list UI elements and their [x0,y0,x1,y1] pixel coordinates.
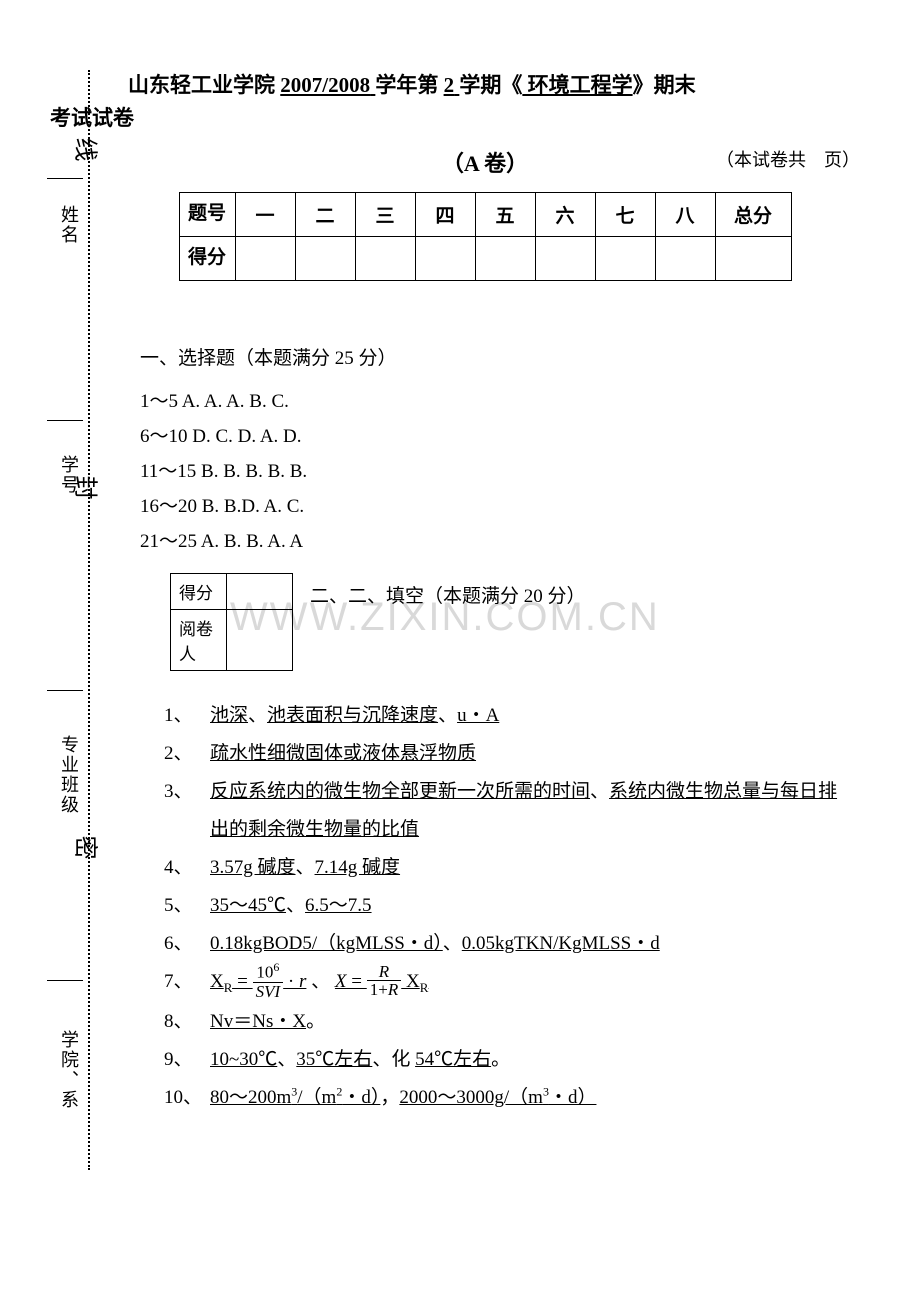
grader-mini-table: 得分 阅卷人 [170,573,293,671]
score-cell [415,236,475,280]
paper-variant: （A 卷） [442,146,528,178]
course-name: 环境工程学 [522,73,632,97]
col-3: 三 [355,192,415,236]
fill-item: 3、反应系统内的微生物全部更新一次所需的时间、系统内微生物总量与每日排 [164,773,860,811]
fill-item: 10、80～200m3/（m2・d），2000～3000g/（m3・d） [164,1079,860,1117]
margin-char-mi: 密 [71,836,106,860]
margin-char-xian: 线 [71,138,106,162]
exam-title-line1: 山东轻工业学院 2007/2008 学年第 2 学期《 环境工程学》期末 [110,70,860,102]
item-body: 反应系统内的微生物全部更新一次所需的时间、系统内微生物总量与每日排 [210,781,837,802]
item-number: 7、 [164,963,210,1001]
fill-item: 1、池深、池表面积与沉降速度、u・A [164,697,860,735]
mini-score-label: 得分 [171,574,227,610]
section2-title: 二、二、填空（本题满分 20 分） [310,559,860,608]
binding-dotted-line [88,70,90,1170]
fill-item: 出的剩余微生物量的比值 [164,811,860,849]
score-cell [595,236,655,280]
col-8: 八 [655,192,715,236]
score-header-qnum: 题号 [179,192,235,236]
mini-score-val [227,574,293,610]
col-5: 五 [475,192,535,236]
item-number: 9、 [164,1041,210,1079]
item-body: 0.18kgBOD5/（kgMLSS・d）、0.05kgTKN/KgMLSS・d [210,933,660,954]
item-body: 10~30℃、35℃左右、化 54℃左右。 [210,1049,510,1070]
margin-line-3 [47,690,83,691]
margin-line-1 [47,178,83,179]
margin-line-2 [47,420,83,421]
answers-16-20: 16～20 B. B.D. A. C. [140,489,860,524]
margin-label-dept: 学院、系 [56,1030,82,1110]
item-number: 3、 [164,773,210,811]
item-body: 35～45℃、6.5～7.5 [210,895,372,916]
margin-label-class: 专业班级 [56,735,82,815]
item-number: 8、 [164,1003,210,1041]
item-number: 4、 [164,849,210,887]
fill-item: 6、0.18kgBOD5/（kgMLSS・d）、0.05kgTKN/KgMLSS… [164,925,860,963]
fill-blank-list: 1、池深、池表面积与沉降速度、u・A2、疏水性细微固体或液体悬浮物质3、反应系统… [164,697,860,1116]
score-cell [295,236,355,280]
margin-line-4 [47,980,83,981]
score-cell [655,236,715,280]
mini-grader-val [227,610,293,671]
item-body: Nv＝Ns・X。 [210,1011,325,1032]
item-body: 80～200m3/（m2・d），2000～3000g/（m3・d） [210,1087,596,1108]
col-4: 四 [415,192,475,236]
fill-item: 5、35～45℃、6.5～7.5 [164,887,860,925]
item-number: 2、 [164,735,210,773]
school-name: 山东轻工业学院 [128,73,275,97]
margin-label-id: 学号 [56,455,82,495]
answers-21-25: 21～25 A. B. B. A. A [140,524,860,559]
page-count-label: （本试卷共 页） [716,146,860,172]
course-suffix: 》期末 [633,73,696,97]
item-number: 1、 [164,697,210,735]
fill-item: 8、Nv＝Ns・X。 [164,1003,860,1041]
section1-title: 一、选择题（本题满分 25 分） [140,343,860,370]
fill-item: 9、10~30℃、35℃左右、化 54℃左右。 [164,1041,860,1079]
col-2: 二 [295,192,355,236]
score-cell [235,236,295,280]
academic-year: 2007/2008 [280,73,375,97]
score-cell [715,236,791,280]
item-body: 3.57g 碱度、7.14g 碱度 [210,857,400,878]
sem-suffix: 学期《 [459,73,522,97]
semester: 2 [444,73,460,97]
item-number: 5、 [164,887,210,925]
col-7: 七 [595,192,655,236]
mini-grader-label: 阅卷人 [171,610,227,671]
year-suffix: 学年第 [375,73,438,97]
item-number: 6、 [164,925,210,963]
margin-label-name: 姓名 [56,205,82,245]
exam-title-line2: 考试试卷 [50,102,860,132]
item-body: 疏水性细微固体或液体悬浮物质 [210,743,476,764]
score-cell [535,236,595,280]
answers-1-5: 1～5 A. A. A. B. C. [140,384,860,419]
answers-6-10: 6～10 D. C. D. A. D. [140,419,860,454]
item-body: XR = 106SVI · r 、 X = R1+R XR [210,971,428,992]
item-body: 出的剩余微生物量的比值 [210,819,419,840]
item-body: 池深、池表面积与沉降速度、u・A [210,705,499,726]
col-6: 六 [535,192,595,236]
col-total: 总分 [715,192,791,236]
fill-item: 2、疏水性细微固体或液体悬浮物质 [164,735,860,773]
score-cell [355,236,415,280]
fill-item: 7、XR = 106SVI · r 、 X = R1+R XR [164,963,860,1002]
score-cell [475,236,535,280]
item-number: 10、 [164,1079,210,1117]
score-table: 题号 一 二 三 四 五 六 七 八 总分 得分 [179,192,792,281]
fill-item: 4、3.57g 碱度、7.14g 碱度 [164,849,860,887]
score-header-score: 得分 [179,236,235,280]
answers-11-15: 11～15 B. B. B. B. B. [140,454,860,489]
col-1: 一 [235,192,295,236]
